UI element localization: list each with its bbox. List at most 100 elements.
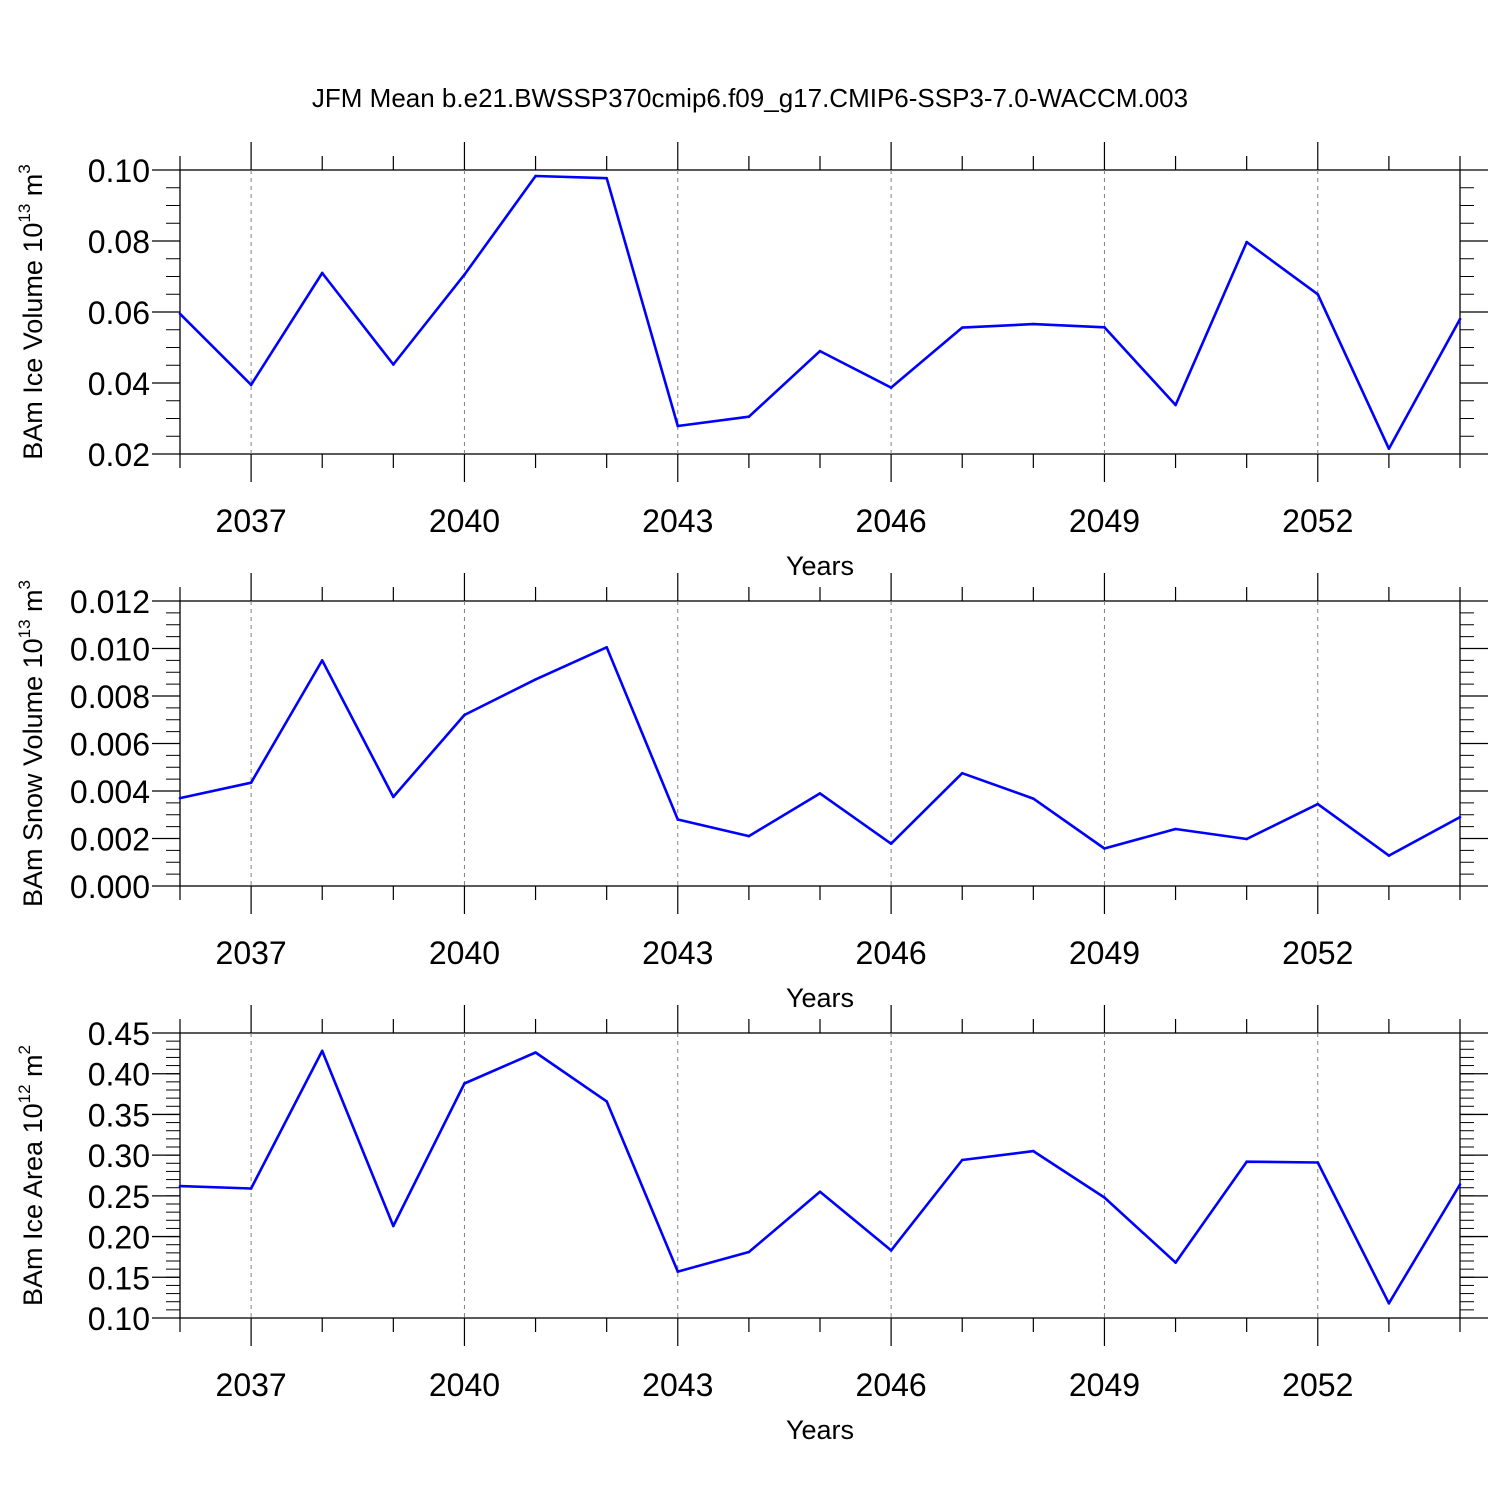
data-point: [889, 842, 893, 846]
data-point: [1245, 1160, 1248, 1163]
y-tick-label: 0.008: [70, 679, 150, 715]
y-tick-label: 0.02: [88, 437, 150, 473]
data-point: [960, 771, 964, 775]
y-axis-title-unit: m: [18, 174, 48, 204]
data-point: [534, 678, 537, 681]
data-point: [1245, 240, 1248, 244]
data-point: [534, 174, 537, 178]
data-point: [747, 415, 751, 419]
x-tick-label: 2049: [1069, 1367, 1140, 1403]
y-axis-title-text: BAm Ice Area 10: [18, 1103, 48, 1306]
data-point: [320, 271, 324, 275]
data-point: [1032, 322, 1035, 326]
y-axis-title: BAm Ice Area 1012 m2: [15, 1045, 48, 1306]
x-tick-label: 2046: [856, 503, 927, 539]
data-point: [249, 383, 253, 387]
data-point: [1316, 292, 1320, 296]
y-tick-label: 0.04: [88, 366, 150, 402]
data-point: [605, 646, 608, 649]
data-point: [1458, 317, 1462, 321]
data-point: [818, 1190, 822, 1194]
x-tick-label: 2046: [856, 935, 927, 971]
x-tick-label: 2037: [216, 1367, 287, 1403]
data-point: [463, 1082, 466, 1085]
y-tick-label: 0.40: [88, 1057, 150, 1093]
y-axis-title-unit: m: [18, 589, 48, 619]
data-point: [960, 1158, 964, 1162]
data-point: [676, 818, 680, 821]
panel-2: 0.000 0.002 0.004 0.006 0.008 0.010 0.012 2037 2…: [15, 573, 1488, 1013]
x-tick-label: 2049: [1069, 935, 1140, 971]
data-point: [1245, 837, 1248, 841]
data-point: [1458, 815, 1462, 819]
series-line: [179, 174, 1462, 451]
data-point: [1174, 1261, 1177, 1264]
x-tick-label: 2052: [1282, 1367, 1353, 1403]
data-point: [1387, 854, 1391, 857]
y-axis-title-unit-exponent: 3: [15, 580, 34, 589]
data-point: [1316, 802, 1320, 806]
plot-frame: [179, 600, 1461, 887]
x-tick-label: 2052: [1282, 935, 1353, 971]
data-point: [392, 1224, 395, 1228]
y-tick-label: 0.15: [88, 1260, 150, 1296]
data-point: [1174, 403, 1177, 407]
y-tick-label: 0.10: [88, 153, 150, 189]
y-axis-title-exponent: 12: [15, 1084, 34, 1103]
y-tick-label: 0.006: [70, 727, 150, 763]
x-tick-label: 2040: [429, 935, 500, 971]
data-point: [392, 795, 395, 799]
x-tick-label: 2043: [642, 503, 713, 539]
data-point: [1387, 447, 1391, 450]
data-point: [1387, 1302, 1391, 1305]
panel-3: 0.10 0.15 0.20 0.25 0.30 0.35 0.40 0.45 2037 2040…: [15, 1005, 1488, 1445]
data-point: [818, 792, 822, 795]
x-axis-title: Years: [786, 1415, 854, 1445]
y-axis-title: BAm Ice Volume 1013 m3: [15, 164, 48, 460]
y-axis-title-text: BAm Ice Volume 10: [18, 223, 48, 460]
data-point: [818, 349, 822, 353]
y-axis-title-unit: m: [18, 1054, 48, 1084]
data-point: [960, 326, 964, 329]
data-point: [1458, 1183, 1462, 1186]
y-tick-label: 0.25: [88, 1179, 150, 1215]
y-tick-label: 0.30: [88, 1138, 150, 1174]
x-tick-label: 2040: [429, 1367, 500, 1403]
data-point: [249, 1187, 253, 1190]
data-point: [605, 1100, 608, 1103]
y-tick-label: 0.004: [70, 774, 150, 810]
data-point: [747, 1250, 751, 1254]
data-point: [1103, 1196, 1106, 1199]
series-line: [179, 1049, 1462, 1305]
data-point: [178, 1184, 182, 1188]
data-point: [747, 834, 751, 838]
data-point: [463, 273, 466, 277]
y-tick-label: 0.45: [88, 1016, 150, 1052]
data-point: [889, 386, 893, 389]
y-axis-title: BAm Snow Volume 1013 m3: [15, 580, 48, 907]
y-axis-title-unit-exponent: 3: [15, 164, 34, 173]
data-point: [392, 363, 395, 366]
data-point: [1316, 1161, 1320, 1164]
x-axis-title: Years: [786, 983, 854, 1013]
data-point: [1032, 797, 1035, 800]
x-axis-title: Years: [786, 551, 854, 581]
series-line: [179, 645, 1461, 857]
data-point: [889, 1249, 893, 1252]
x-tick-label: 2037: [216, 503, 287, 539]
y-tick-label: 0.10: [88, 1301, 150, 1337]
data-point: [1032, 1149, 1035, 1153]
y-axis-title-unit-exponent: 2: [15, 1045, 34, 1054]
x-tick-label: 2037: [216, 935, 287, 971]
data-point: [605, 176, 608, 180]
y-axis-title-exponent: 13: [15, 204, 34, 223]
data-point: [676, 424, 680, 428]
data-point: [320, 1049, 324, 1053]
y-axis-title-exponent: 13: [15, 619, 34, 638]
y-tick-label: 0.35: [88, 1097, 150, 1133]
chart-title: JFM Mean b.e21.BWSSP370cmip6.f09_g17.CMI…: [312, 83, 1188, 113]
data-point: [534, 1051, 537, 1054]
y-tick-label: 0.000: [70, 869, 150, 905]
y-axis-title-text: BAm Snow Volume 10: [18, 638, 48, 907]
x-tick-label: 2046: [856, 1367, 927, 1403]
